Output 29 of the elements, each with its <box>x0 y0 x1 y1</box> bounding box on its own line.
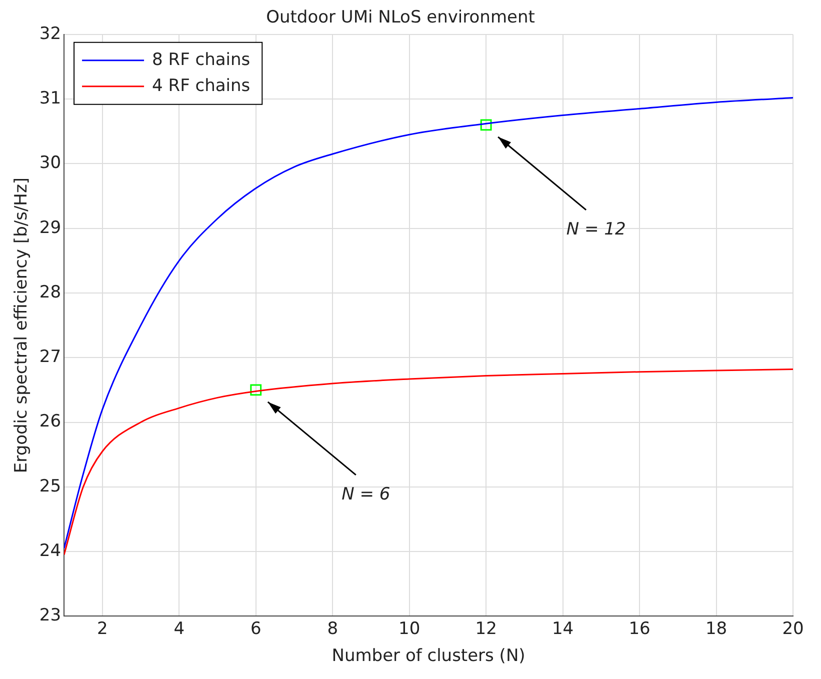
y-tick-label: 25 <box>39 476 62 496</box>
y-tick-label: 23 <box>39 606 62 626</box>
x-tick-label: 18 <box>705 618 728 639</box>
annotation: N = 12 <box>566 219 626 240</box>
x-axis-title: Number of clusters (N) <box>332 646 526 666</box>
y-tick-label: 26 <box>39 412 62 432</box>
x-tick-label: 12 <box>475 618 497 639</box>
y-tick-label: 30 <box>39 153 62 174</box>
y-tick-label: 24 <box>39 540 62 561</box>
y-axis-title: Ergodic spectral efficiency [b/s/Hz] <box>12 177 32 474</box>
y-tick-label: 29 <box>39 218 62 238</box>
legend-label: 8 RF chains <box>152 50 250 70</box>
x-tick-label: 6 <box>250 618 262 639</box>
y-tick-label: 28 <box>39 282 62 302</box>
chart-title: Outdoor UMi NLoS environment <box>266 8 536 28</box>
x-tick-label: 10 <box>398 618 420 639</box>
y-tick-label: 32 <box>39 24 62 44</box>
line-series <box>64 368 793 556</box>
y-tick-label: 27 <box>39 347 62 368</box>
legend-label: 4 RF chains <box>152 76 250 96</box>
line-series <box>64 97 793 550</box>
x-tick-label: 20 <box>782 618 804 639</box>
annotation: N = 6 <box>342 484 390 504</box>
x-tick-label: 14 <box>552 618 574 639</box>
y-tick-label: 31 <box>39 88 62 108</box>
x-tick-label: 4 <box>174 618 185 639</box>
x-tick-label: 16 <box>628 618 650 639</box>
x-tick-label: 8 <box>327 618 338 639</box>
x-tick-label: 2 <box>96 618 108 639</box>
